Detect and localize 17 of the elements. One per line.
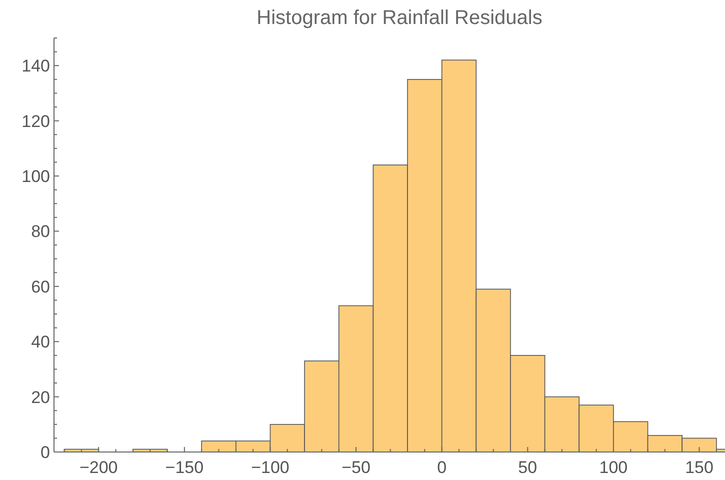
y-tick-label: 60	[31, 277, 50, 296]
x-tick-label: −100	[251, 458, 290, 477]
x-tick-label: 50	[518, 458, 538, 477]
x-tick-label: −50	[342, 458, 370, 477]
x-tick-label: −150	[165, 458, 204, 477]
y-tick-label: 140	[22, 56, 50, 76]
x-tick-label: 150	[685, 458, 714, 477]
y-tick-label: 80	[31, 222, 50, 242]
x-tick-label: −200	[79, 458, 118, 477]
chart-title: Histogram for Rainfall Residuals	[256, 7, 542, 29]
y-tick-label: 20	[31, 388, 50, 407]
y-tick-label: 0	[40, 443, 50, 462]
y-tick-label: 100	[22, 167, 50, 186]
x-tick-label: 100	[599, 458, 628, 477]
y-tick-label: 40	[31, 332, 50, 352]
x-tick-label: 0	[437, 458, 447, 477]
y-tick-label: 120	[22, 112, 50, 131]
